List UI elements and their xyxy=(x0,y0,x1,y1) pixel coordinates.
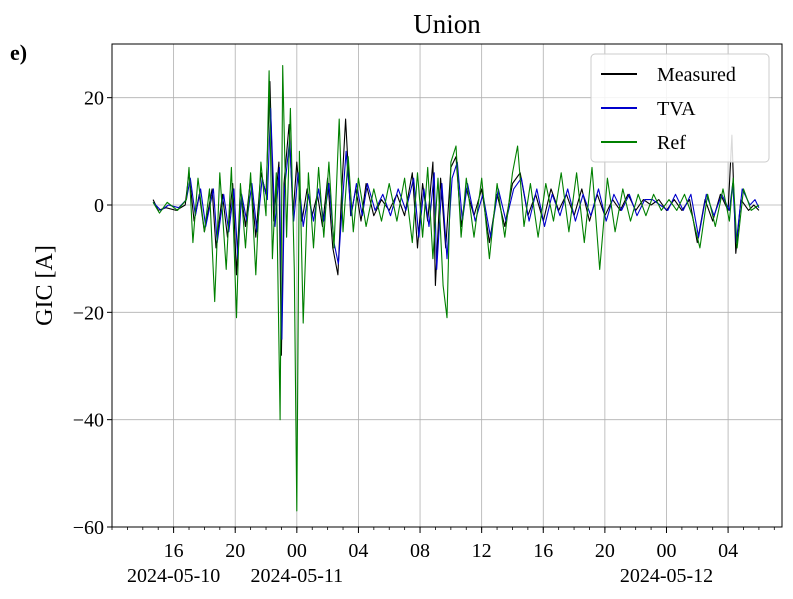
legend-box xyxy=(590,53,770,163)
legend-label: Ref xyxy=(657,132,686,154)
y-tick-label: −60 xyxy=(73,517,104,539)
x-tick-label: 08 xyxy=(410,540,430,562)
x-date-label: 2024-05-10 xyxy=(127,565,220,587)
legend-label: TVA xyxy=(657,98,696,120)
plot-frame xyxy=(111,43,783,528)
x-tick-label: 12 xyxy=(472,540,492,562)
x-tick-label: 20 xyxy=(595,540,615,562)
series-line-tva xyxy=(152,107,760,340)
x-date-label: 2024-05-11 xyxy=(251,565,344,587)
y-tick-label: 0 xyxy=(94,195,104,217)
legend-label: Measured xyxy=(657,64,736,86)
series-lines xyxy=(152,64,760,512)
legend: Measured TVA Ref xyxy=(590,53,770,163)
x-tick-label: 20 xyxy=(225,540,245,562)
x-tick-label: 04 xyxy=(348,540,368,562)
x-tick-label: 04 xyxy=(718,540,738,562)
y-axis-label: GIC [A] xyxy=(32,245,58,326)
y-tick-label: −40 xyxy=(73,410,104,432)
y-tick-label: 20 xyxy=(84,88,104,110)
panel-label: e) xyxy=(10,40,28,65)
y-tick-label: −20 xyxy=(73,302,104,324)
x-date-label: 2024-05-12 xyxy=(620,565,713,587)
series-line-ref xyxy=(152,64,760,512)
x-tick-label: 00 xyxy=(287,540,307,562)
chart-title: Union xyxy=(413,9,481,39)
x-tick-label: 00 xyxy=(656,540,676,562)
x-tick-label: 16 xyxy=(533,540,553,562)
x-tick-label: 16 xyxy=(164,540,184,562)
